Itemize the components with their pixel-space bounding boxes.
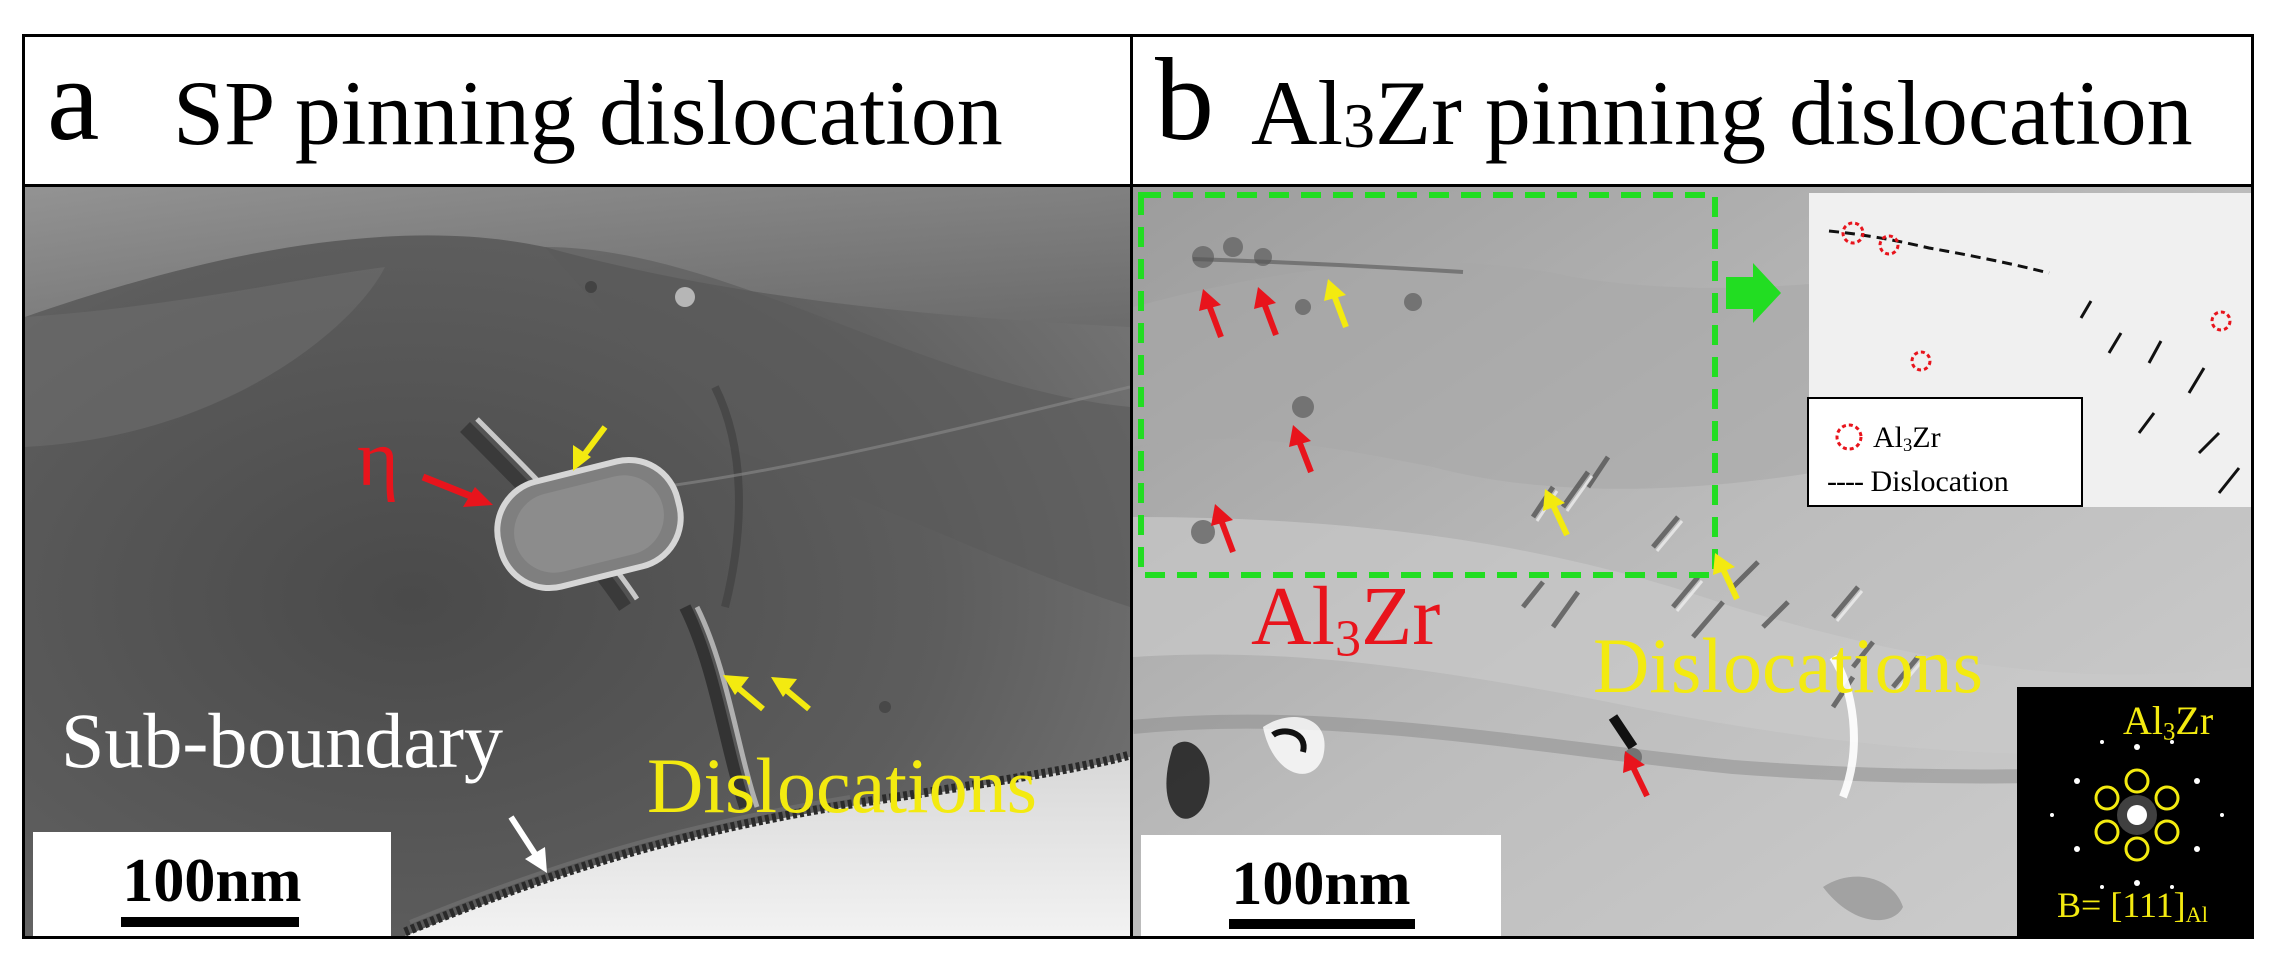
scale-bar-a: 100nm — [33, 832, 391, 936]
legend-dislocation-label: ---- Dislocation — [1827, 465, 2009, 498]
saed-pattern — [2050, 740, 2224, 889]
legend-al3zr-label: Al3Zr — [1873, 421, 1941, 457]
panel-b-micrograph: Al3Zr ---- Dislocation Al3Zr Dislocation… — [1133, 187, 2251, 936]
tem-image-a — [25, 187, 1130, 936]
figure: a SP pinning dislocation b Al3Zr pinning… — [22, 34, 2254, 939]
saed-pattern-inset: Al3Zr B= [111]Al — [2017, 687, 2251, 936]
green-arrow-icon — [1726, 263, 1781, 323]
arrow-dislocation-lower-1 — [723, 675, 765, 712]
legend-box: Al3Zr ---- Dislocation — [1807, 397, 2083, 507]
scale-bar-a-text: 100nm — [122, 847, 302, 915]
arrow-dislocation-lower-2 — [771, 677, 811, 712]
dislocation-legend-icon: ---- — [1827, 465, 1864, 498]
panel-b-letter: b — [1155, 34, 1214, 165]
yellow-arrows — [1324, 279, 1740, 601]
al3zr-label: Al3Zr — [1251, 570, 1441, 668]
panel-a-micrograph: η Sub-boundary Dislocations 100nm — [25, 187, 1133, 936]
saed-zone-axis-label: B= [111]Al — [2057, 885, 2208, 927]
arrow-dislocation-upper — [573, 425, 608, 471]
scale-bar-a-line — [121, 917, 299, 927]
arrow-eta — [421, 473, 493, 507]
schematic-drawing — [1828, 221, 2241, 494]
red-arrows — [1199, 287, 1650, 798]
scale-bar-b: 100nm — [1141, 835, 1501, 936]
al3zr-legend-icon — [1835, 423, 1863, 451]
dislocations-label-b: Dislocations — [1593, 622, 1983, 709]
scale-bar-b-text: 100nm — [1231, 850, 1411, 918]
panel-a-letter: a — [47, 34, 100, 165]
eta-label: η — [357, 415, 399, 503]
saed-phase-label: Al3Zr — [2123, 698, 2214, 746]
panel-a-header: a SP pinning dislocation — [25, 37, 1133, 187]
panel-b-title: Al3Zr pinning dislocation — [1251, 62, 2193, 164]
panel-b-header: b Al3Zr pinning dislocation — [1133, 37, 2251, 187]
sub-boundary-label: Sub-boundary — [61, 697, 503, 784]
dislocations-label-a: Dislocations — [647, 742, 1037, 829]
scale-bar-b-line — [1229, 919, 1415, 929]
arrow-sub-boundary — [508, 815, 547, 873]
panel-a-title: SP pinning dislocation — [173, 62, 1003, 164]
